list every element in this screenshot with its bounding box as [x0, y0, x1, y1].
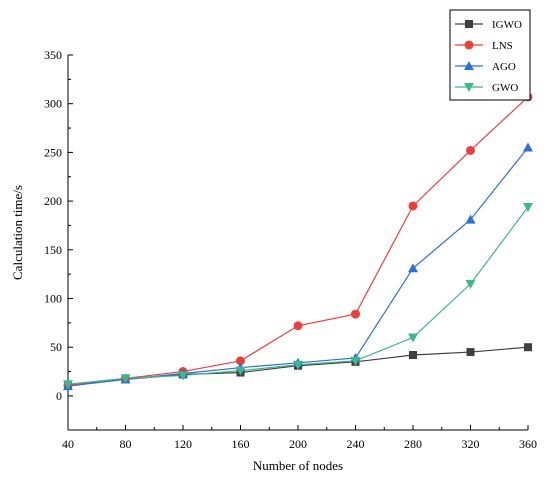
x-tick-label: 280: [404, 437, 422, 451]
data-point-gwo: [350, 356, 361, 366]
data-point-gwo: [408, 333, 418, 343]
y-tick-label: 50: [50, 340, 62, 354]
series-line-ago: [67, 147, 529, 387]
x-tick-label: 200: [289, 437, 307, 451]
y-tick-label: 350: [44, 48, 62, 62]
data-point-ago: [465, 214, 476, 224]
data-point-gwo: [465, 279, 476, 289]
data-point-gwo: [120, 374, 131, 384]
data-point-gwo: [63, 380, 73, 390]
x-tick-label: 360: [519, 437, 537, 451]
y-tick-label: 250: [44, 145, 62, 159]
x-tick-label: 80: [120, 437, 132, 451]
y-axis-title: Calculation time/s: [10, 185, 25, 280]
x-tick-label: 240: [347, 437, 365, 451]
x-tick-label: 160: [232, 437, 250, 451]
data-point-lns: [408, 201, 418, 211]
data-point-lns: [351, 309, 360, 319]
data-point-lns: [466, 145, 475, 155]
data-point-ago: [523, 142, 533, 152]
legend-label-lns: LNS: [492, 40, 513, 52]
axes: [67, 55, 528, 431]
series-line-gwo: [67, 206, 529, 385]
data-point-igwo: [524, 343, 532, 352]
y-tick-label: 200: [44, 194, 62, 208]
data-point-igwo: [466, 348, 475, 357]
data-point-igwo: [409, 351, 417, 359]
data-point-ago: [408, 263, 418, 273]
legend-label-ago: AGO: [492, 61, 516, 73]
tick-layer: 40 80 120 160 200 240 280 320 360 0 50 100 150 200 250…: [44, 48, 537, 451]
legend-marker-lns: [464, 40, 474, 50]
x-tick-label: 320: [462, 437, 480, 451]
x-axis-title: Number of nodes: [253, 458, 343, 473]
y-tick-label: 150: [44, 243, 62, 257]
x-tick-label: 120: [174, 437, 192, 451]
legend-label-igwo: IGWO: [492, 19, 522, 31]
data-point-gwo: [293, 360, 303, 370]
data-point-gwo: [178, 371, 188, 381]
y-tick-label: 100: [44, 292, 62, 306]
series-layer: [63, 92, 533, 391]
data-point-gwo: [235, 366, 246, 376]
legend-marker-ago: [464, 61, 474, 70]
data-point-lns: [236, 356, 245, 366]
legend-box: [449, 9, 531, 101]
series-line-lns: [67, 96, 529, 386]
legend: IGWO LNS AGO GWO: [449, 9, 531, 101]
x-tick-label: 40: [62, 437, 74, 451]
legend-marker-igwo: [465, 20, 473, 28]
data-point-gwo: [523, 202, 533, 212]
y-tick-label: 0: [56, 389, 62, 403]
data-point-lns: [293, 321, 303, 331]
legend-marker-gwo: [464, 83, 474, 92]
y-tick-label: 300: [44, 97, 62, 111]
legend-label-gwo: GWO: [492, 82, 518, 94]
